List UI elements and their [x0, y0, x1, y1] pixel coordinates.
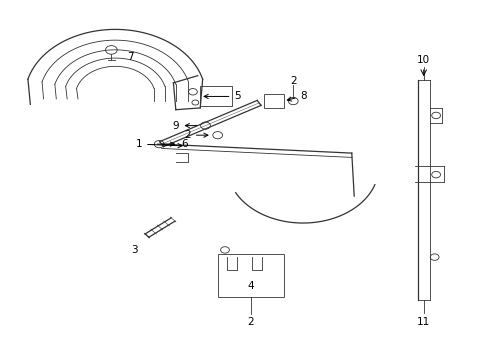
- Text: 2: 2: [247, 317, 253, 327]
- Text: 9: 9: [172, 121, 197, 131]
- Text: 2: 2: [289, 76, 296, 86]
- Text: 3: 3: [131, 245, 138, 255]
- Text: 11: 11: [416, 317, 429, 327]
- Text: 4: 4: [247, 281, 253, 291]
- Text: 10: 10: [416, 55, 429, 65]
- Text: 7: 7: [127, 52, 134, 62]
- Bar: [264, 94, 283, 108]
- Text: 2: 2: [184, 130, 207, 140]
- Text: 6: 6: [157, 139, 187, 149]
- Bar: [217, 253, 283, 297]
- Text: 8: 8: [286, 91, 306, 101]
- Text: 5: 5: [203, 91, 241, 102]
- Bar: [200, 86, 231, 106]
- Text: 1: 1: [135, 139, 182, 149]
